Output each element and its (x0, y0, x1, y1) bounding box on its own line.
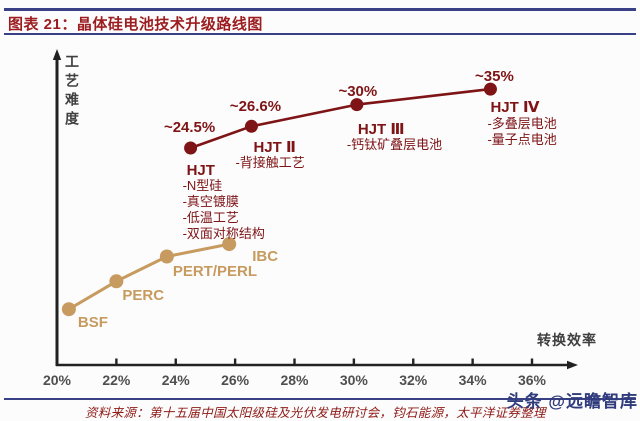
point-label: IBC (252, 248, 279, 266)
x-tick-label: 30% (339, 372, 368, 388)
series-line (67, 242, 231, 311)
data-point (350, 98, 364, 112)
series-line (189, 87, 492, 150)
data-point (61, 302, 76, 317)
figure-title: 图表 21：晶体硅电池技术升级路线图 (8, 16, 263, 33)
x-tick-label: 34% (458, 372, 487, 388)
data-point (109, 274, 124, 289)
data-point (159, 249, 174, 264)
point-note: -真空镀膜 (182, 194, 239, 209)
x-tick-label: 22% (102, 372, 131, 388)
x-axis-arrow (567, 360, 578, 370)
y-axis-label: 工艺难度 (64, 54, 80, 130)
point-label: HJT Ⅲ (357, 120, 405, 138)
point-label: PERT/PERL (172, 262, 258, 280)
point-note: -N型硅 (182, 178, 223, 193)
x-tick-label: 26% (221, 372, 250, 388)
data-point (483, 82, 497, 96)
data-point (222, 237, 237, 252)
point-note: -量子点电池 (487, 132, 557, 148)
x-tick-label: 20% (42, 372, 72, 388)
point-value-label: ~26.6% (229, 98, 282, 116)
point-note: -钙钛矿叠层电池 (346, 136, 443, 152)
x-tick-label: 32% (399, 372, 428, 388)
data-point (184, 141, 198, 155)
data-point (244, 119, 258, 133)
point-label: HJT (186, 162, 215, 179)
point-label: HJT Ⅳ (490, 99, 540, 117)
point-note: -双面对称结构 (182, 226, 265, 241)
footer-rule (4, 398, 636, 400)
point-note: -背接触工艺 (235, 155, 305, 171)
source-note: 资料来源：第十五届中国太阳级硅及光伏发电研讨会，钧石能源，太平洋证券整理 (85, 406, 546, 420)
point-label: HJT Ⅱ (253, 139, 296, 157)
x-tick-label: 36% (517, 372, 547, 388)
point-note: -低温工艺 (182, 210, 239, 225)
point-label: PERC (122, 287, 165, 305)
point-value-label: ~35% (475, 68, 514, 86)
point-label: BSF (77, 314, 108, 332)
watermark: 头条 @远瞻智库 (506, 392, 638, 411)
x-tick-label: 24% (161, 372, 190, 388)
title-underline-rule (4, 33, 636, 35)
y-axis-arrow (52, 49, 62, 60)
point-note: -多叠层电池 (487, 116, 557, 132)
x-axis-label: 转换效率 (537, 332, 597, 348)
point-value-label: ~24.5% (163, 119, 216, 136)
point-value-label: ~30% (338, 82, 378, 100)
top-rule (4, 8, 636, 11)
x-tick-label: 28% (280, 372, 309, 388)
